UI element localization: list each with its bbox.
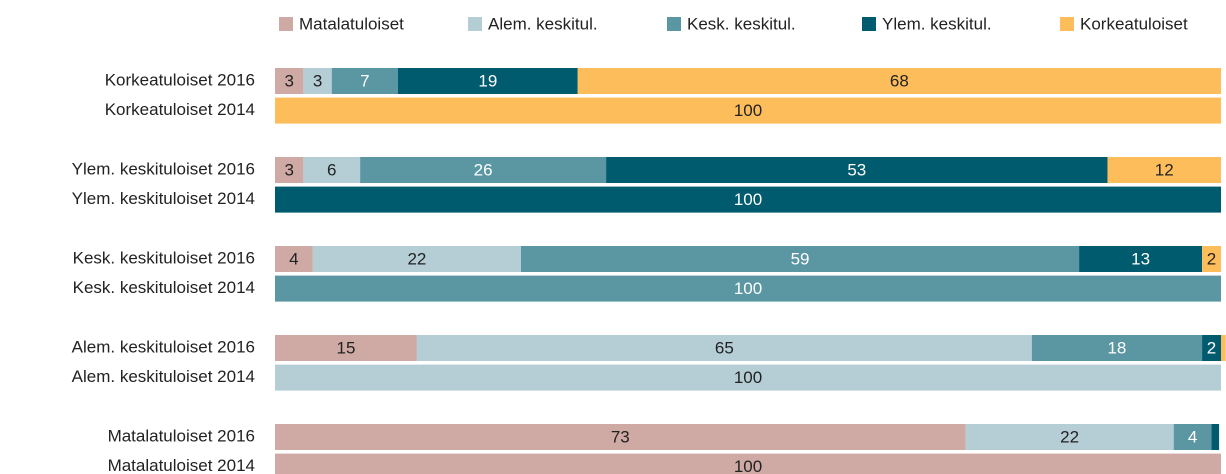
value-label: 3 <box>313 71 322 90</box>
legend-label: Korkeatuloiset <box>1080 14 1188 33</box>
value-label: 22 <box>407 249 426 268</box>
bar-segment <box>275 157 304 183</box>
value-label: 12 <box>1155 160 1174 179</box>
value-label: 15 <box>336 338 355 357</box>
value-label: 19 <box>478 71 497 90</box>
legend-label: Ylem. keskitul. <box>882 14 992 33</box>
bar-segment <box>275 275 1221 302</box>
bar-segment <box>303 68 332 94</box>
bar-segment <box>275 335 417 361</box>
bar-segment <box>1221 335 1226 361</box>
bar-segment <box>1173 424 1212 450</box>
value-label: 22 <box>1060 427 1079 446</box>
category-label: Korkeatuloiset 2016 <box>105 70 255 89</box>
bar-segment <box>275 364 1221 391</box>
bar-segment <box>275 246 313 272</box>
bar-segment <box>360 157 607 183</box>
legend-swatch <box>468 17 482 31</box>
bar-segment <box>416 335 1032 361</box>
legend-swatch <box>1060 17 1074 31</box>
legend-swatch <box>862 17 876 31</box>
bar-segment <box>331 68 398 94</box>
category-label: Kesk. keskituloiset 2014 <box>73 278 255 297</box>
bar-segment <box>397 68 578 94</box>
value-label: 2 <box>1207 338 1216 357</box>
bar-segment <box>275 68 304 94</box>
value-label: 73 <box>611 427 630 446</box>
value-label: 7 <box>360 71 369 90</box>
bar-segment <box>606 157 1108 183</box>
value-label: 6 <box>327 160 336 179</box>
value-label: 100 <box>734 190 762 209</box>
category-label: Kesk. keskituloiset 2016 <box>73 248 255 267</box>
value-label: 26 <box>474 160 493 179</box>
value-label: 100 <box>734 101 762 120</box>
bar-segment <box>275 186 1221 213</box>
value-label: 18 <box>1107 338 1126 357</box>
value-label: 65 <box>715 338 734 357</box>
category-label: Korkeatuloiset 2014 <box>105 100 255 119</box>
value-label: 53 <box>847 160 866 179</box>
bar-segment <box>275 453 1221 474</box>
value-label: 4 <box>289 249 298 268</box>
value-label: 13 <box>1131 249 1150 268</box>
value-label: 100 <box>734 279 762 298</box>
bar-segment <box>1211 424 1220 450</box>
category-label: Alem. keskituloiset 2014 <box>72 367 255 386</box>
bar-segment <box>520 246 1080 272</box>
bar-segment <box>1202 335 1221 361</box>
legend-label: Alem. keskitul. <box>488 14 598 33</box>
value-label: 100 <box>734 368 762 387</box>
value-label: 4 <box>1188 427 1197 446</box>
category-label: Ylem. keskituloiset 2016 <box>72 159 255 178</box>
bar-segment <box>1031 335 1203 361</box>
bar-segment <box>275 424 966 450</box>
bar-segment <box>303 157 361 183</box>
value-label: 100 <box>734 457 762 474</box>
bar-segment <box>312 246 521 272</box>
category-label: Ylem. keskituloiset 2014 <box>72 189 255 208</box>
bar-segment <box>965 424 1174 450</box>
legend-swatch <box>667 17 681 31</box>
bar-segment <box>275 97 1221 124</box>
bar-segment <box>1202 246 1221 272</box>
value-label: 68 <box>890 71 909 90</box>
legend-swatch <box>279 17 293 31</box>
value-label: 59 <box>791 249 810 268</box>
category-label: Alem. keskituloiset 2016 <box>72 337 255 356</box>
bar-segment <box>1079 246 1203 272</box>
category-label: Matalatuloiset 2016 <box>108 426 255 445</box>
legend-label: Matalatuloiset <box>299 14 404 33</box>
value-label: 2 <box>1207 249 1216 268</box>
value-label: 3 <box>284 160 293 179</box>
bar-segment <box>577 68 1221 94</box>
value-label: 3 <box>284 71 293 90</box>
category-label: Matalatuloiset 2014 <box>108 456 255 474</box>
bar-segment <box>1107 157 1221 183</box>
legend-label: Kesk. keskitul. <box>687 14 796 33</box>
